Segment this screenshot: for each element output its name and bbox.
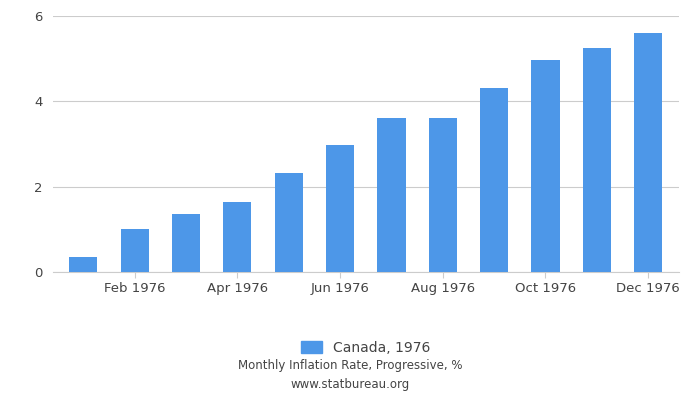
Text: www.statbureau.org: www.statbureau.org: [290, 378, 410, 391]
Bar: [274, 173, 303, 272]
Bar: [120, 229, 149, 272]
Bar: [634, 33, 662, 272]
Bar: [428, 118, 457, 272]
Legend: Canada, 1976: Canada, 1976: [295, 335, 436, 360]
Bar: [531, 60, 559, 272]
Bar: [582, 48, 611, 272]
Bar: [69, 257, 97, 272]
Bar: [172, 214, 200, 272]
Bar: [377, 118, 405, 272]
Bar: [223, 202, 251, 272]
Bar: [480, 88, 508, 272]
Text: Monthly Inflation Rate, Progressive, %: Monthly Inflation Rate, Progressive, %: [238, 360, 462, 372]
Bar: [326, 145, 354, 272]
